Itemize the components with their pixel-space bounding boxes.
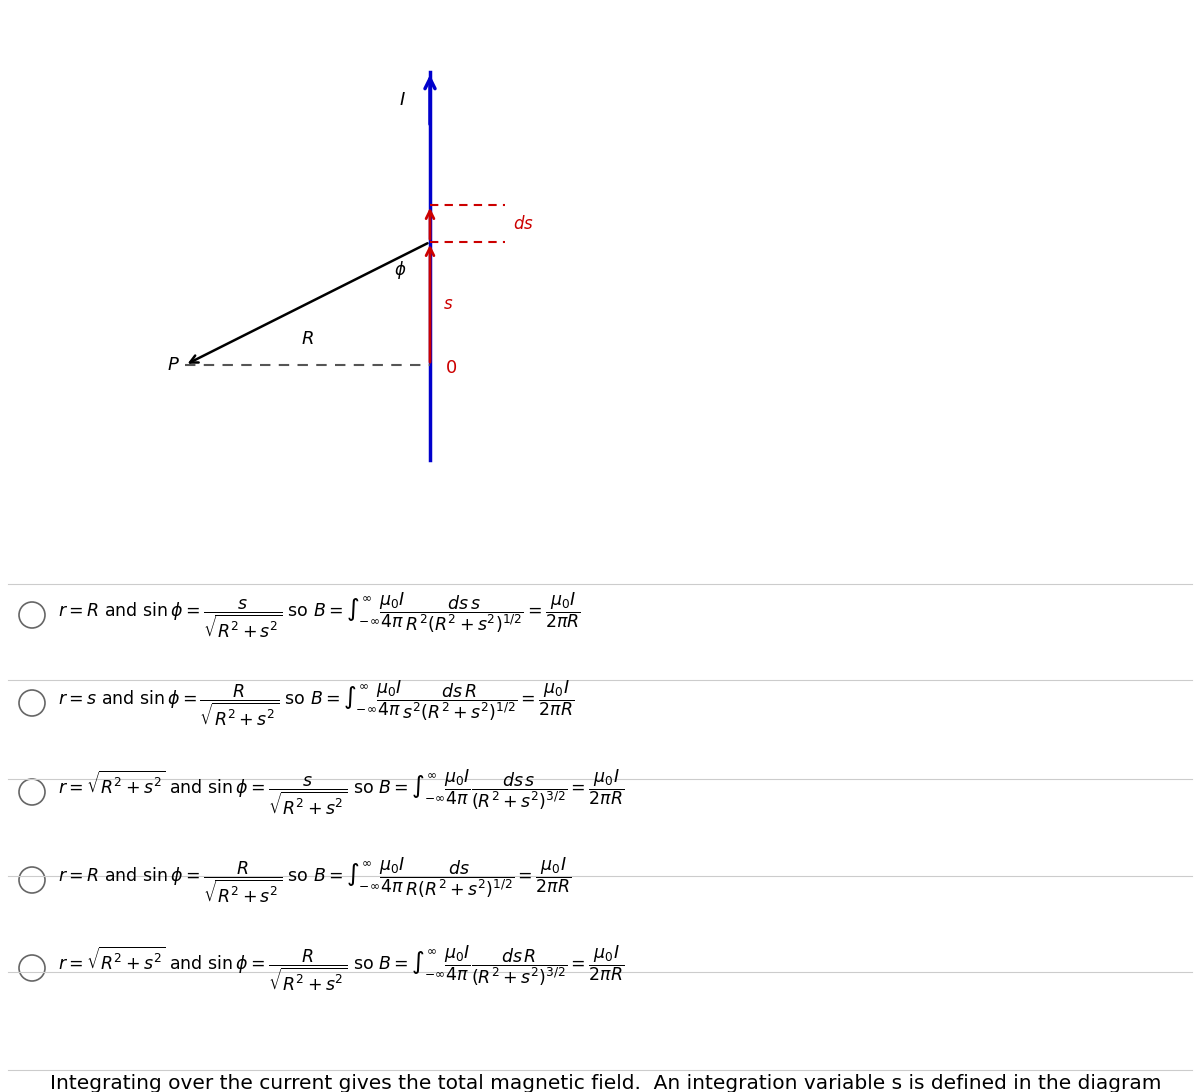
Text: $s$: $s$ (443, 295, 454, 312)
Text: $r = s\ \mathrm{and}\ \sin\phi = \dfrac{R}{\sqrt{R^2+s^2}}$ $\mathrm{so}\ B = \i: $r = s\ \mathrm{and}\ \sin\phi = \dfrac{… (58, 678, 575, 728)
Text: $ds$: $ds$ (514, 214, 534, 233)
Text: Integrating over the current gives the total magnetic field.  An integration var: Integrating over the current gives the t… (50, 1075, 1162, 1092)
Text: $P$: $P$ (167, 356, 180, 373)
Text: $I$: $I$ (398, 91, 406, 109)
Text: $R$: $R$ (301, 330, 314, 348)
Text: $\phi$: $\phi$ (394, 259, 407, 281)
Text: $r = \sqrt{R^2+s^2}\ \mathrm{and}\ \sin\phi = \dfrac{s}{\sqrt{R^2+s^2}}$ $\mathr: $r = \sqrt{R^2+s^2}\ \mathrm{and}\ \sin\… (58, 767, 624, 817)
Text: $r = \sqrt{R^2+s^2}\ \mathrm{and}\ \sin\phi = \dfrac{R}{\sqrt{R^2+s^2}}$ $\mathr: $r = \sqrt{R^2+s^2}\ \mathrm{and}\ \sin\… (58, 943, 624, 993)
Text: $r = R\ \mathrm{and}\ \sin\phi = \dfrac{R}{\sqrt{R^2+s^2}}$ $\mathrm{so}\ B = \i: $r = R\ \mathrm{and}\ \sin\phi = \dfrac{… (58, 855, 571, 905)
Text: $0$: $0$ (445, 359, 457, 377)
Text: $r = R\ \mathrm{and}\ \sin\phi = \dfrac{s}{\sqrt{R^2+s^2}}$ $\mathrm{so}\ B = \i: $r = R\ \mathrm{and}\ \sin\phi = \dfrac{… (58, 590, 581, 640)
